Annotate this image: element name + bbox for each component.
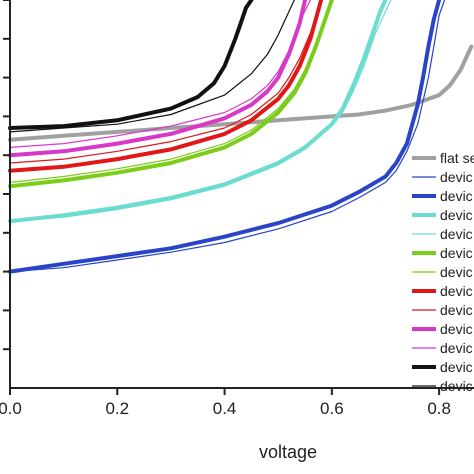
x-tick-label-2: 0.2 <box>105 399 129 418</box>
legend-label-9: devic <box>440 302 473 318</box>
legend-label-6: devic <box>440 245 473 261</box>
series-line-10 <box>8 0 307 158</box>
legend-label-12: devic <box>440 359 473 375</box>
legend-label-1: flat se <box>440 150 474 166</box>
legend-label-3: devic <box>440 188 473 204</box>
legend-background <box>410 148 474 380</box>
series-line-9 <box>9 0 322 164</box>
series-line-4 <box>8 0 388 224</box>
x-axis-label: voltage <box>259 442 317 462</box>
legend-label-10: devic <box>440 321 473 337</box>
x-tick-labels: 0.0 0.2 0.4 0.6 0.8 <box>0 399 451 418</box>
y-ticks <box>3 0 10 351</box>
x-ticks <box>9 388 441 395</box>
legend-label-4: devic <box>440 207 473 223</box>
series-line-7 <box>9 0 333 183</box>
axes <box>9 0 474 389</box>
legend-label-5: devic <box>440 226 473 242</box>
legend-label-8: devic <box>440 283 473 299</box>
legend: flat se devic devic devic devic devic devic dev… <box>410 148 474 394</box>
legend-label-11: devic <box>440 340 473 356</box>
series-line-3 <box>8 0 442 274</box>
legend-label-2: devic <box>440 169 473 185</box>
series-line-11 <box>9 0 311 148</box>
series-line-2 <box>9 0 446 273</box>
x-tick-label-5: 0.8 <box>427 399 451 418</box>
legend-label-7: devic <box>440 264 473 280</box>
x-tick-label-3: 0.4 <box>213 399 237 418</box>
series-line-12 <box>8 0 254 130</box>
series-line-8 <box>8 0 324 173</box>
series-line-5 <box>9 0 392 222</box>
plot-area <box>8 0 474 274</box>
x-tick-label-4: 0.6 <box>320 399 344 418</box>
legend-label-13: devic <box>440 378 473 394</box>
series-line-6 <box>8 0 334 189</box>
series-line-1 <box>8 44 474 142</box>
x-tick-label-1: 0.0 <box>0 399 22 418</box>
series-line-13 <box>9 0 295 133</box>
